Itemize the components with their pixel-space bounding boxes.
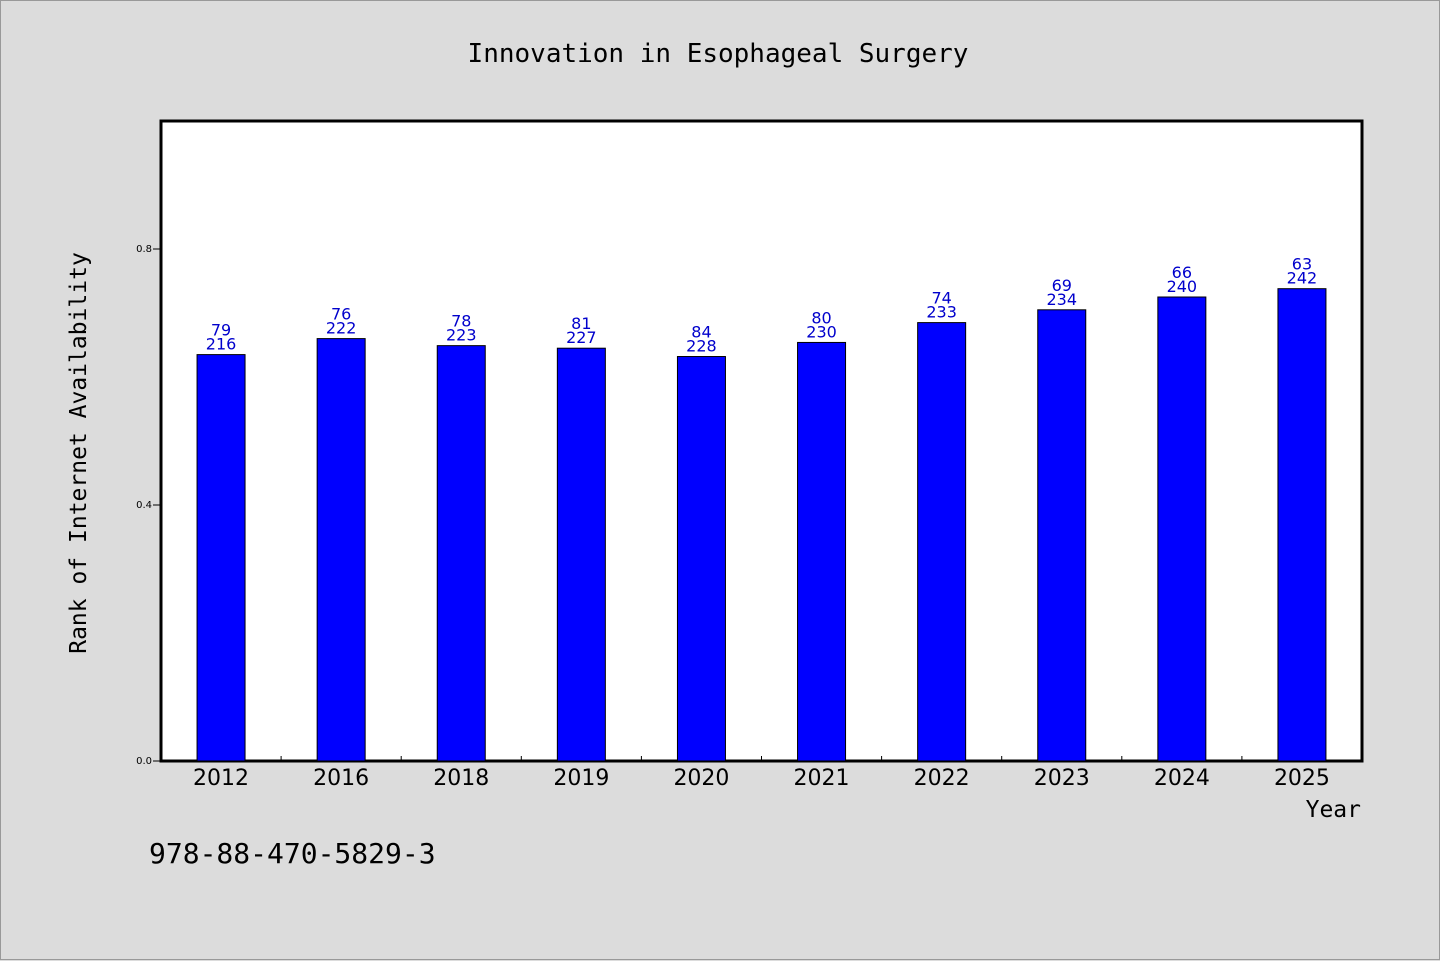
x-tick-label-2019: 2019 [553,766,609,791]
y-tick-label-0.4: 0.4 [136,500,152,511]
bar-label-top-2025: 63 [1292,255,1312,274]
y-tick-label-0.0: 0.0 [136,756,152,767]
x-axis: 2012 2016 2018 2019 2020 2021 2022 2023 2024 2025 [193,756,1330,791]
bar-label-top-2024: 66 [1172,263,1192,282]
bar-label-bottom-2018: 223 [446,326,477,345]
footer-code: 978-88-470-5829-3 [149,837,436,870]
y-tick-label-0.8: 0.8 [136,244,152,255]
bar-label-top-2016: 76 [331,305,351,324]
bar-label-bottom-2021: 230 [806,322,837,341]
bar-label-bottom-2016: 222 [326,319,357,338]
bar-2020 [676,356,726,762]
bar-2016 [316,338,366,762]
bar-label-top-2019: 81 [571,314,591,333]
bar-2019 [556,347,606,762]
bar-label-bottom-2012: 216 [206,335,237,354]
bar-label-bottom-2022: 233 [926,303,957,322]
x-tick-label-2012: 2012 [193,766,249,791]
bar-label-bottom-2025: 242 [1287,269,1318,288]
x-tick-label-2023: 2023 [1034,766,1090,791]
bar-2018 [436,345,486,762]
x-tick-label-2025: 2025 [1274,766,1330,791]
bar-label-top-2023: 69 [1052,276,1072,295]
x-tick-label-2022: 2022 [914,766,970,791]
bar-label-bottom-2019: 227 [566,328,597,347]
bar-label-bottom-2024: 240 [1167,277,1198,296]
bar-2023 [1037,309,1087,762]
bar-label-top-2018: 78 [451,312,471,331]
x-tick-label-2018: 2018 [433,766,489,791]
bar-label-top-2012: 79 [211,321,231,340]
bar-label-top-2020: 84 [691,323,711,342]
bar-label-bottom-2020: 228 [686,337,717,356]
bar-2024 [1157,296,1207,762]
chart-title: Innovation in Esophageal Surgery [468,39,969,69]
bar-2022 [917,322,967,762]
bar-2021 [797,341,847,762]
x-axis-title: Year [1306,797,1361,823]
bars-layer [196,288,1327,762]
x-tick-label-2021: 2021 [794,766,850,791]
y-axis: 0.0 0.4 0.8 [136,244,161,767]
bar-2025 [1277,288,1327,762]
x-tick-label-2020: 2020 [673,766,729,791]
bar-label-top-2022: 74 [931,289,951,308]
bar-label-top-2021: 80 [811,308,831,327]
x-tick-label-2016: 2016 [313,766,369,791]
y-axis-title: Rank of Internet Availability [66,252,92,654]
bar-2012 [196,354,246,762]
bar-label-bottom-2023: 234 [1046,290,1077,309]
x-tick-label-2024: 2024 [1154,766,1210,791]
